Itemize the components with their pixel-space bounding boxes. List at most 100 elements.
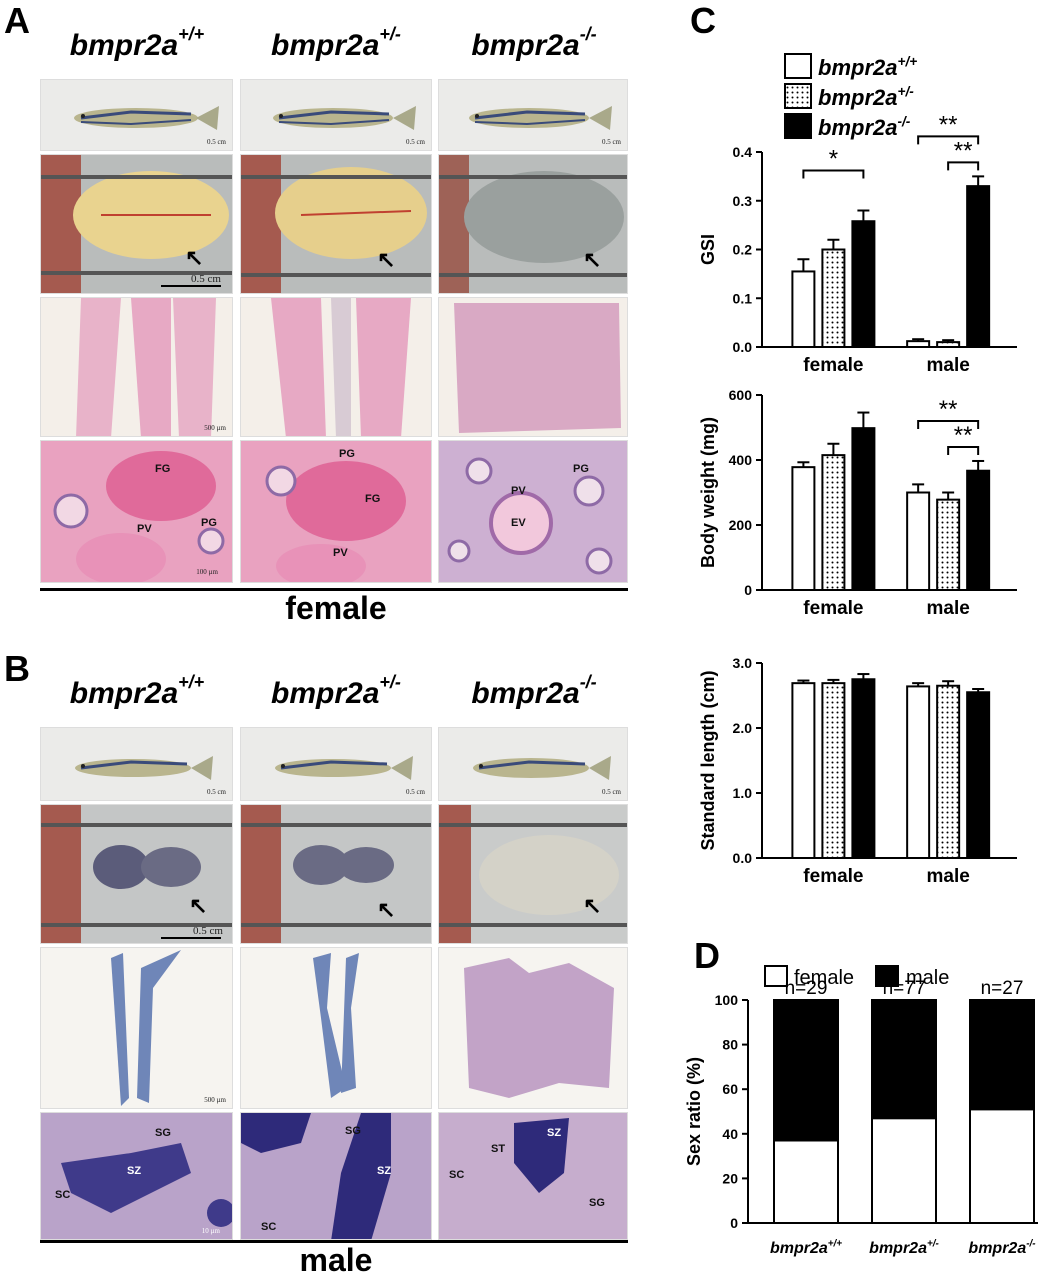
y-axis-label: Sex ratio (%) <box>684 1057 704 1166</box>
significance-bracket <box>947 445 980 455</box>
panel-letter-b: B <box>4 648 30 689</box>
scale-bar <box>161 937 221 939</box>
body-weight-chart: 0 200 400 600 Body weight (mg) female male **** <box>698 387 1017 619</box>
bar <box>966 185 991 348</box>
bar <box>966 691 991 859</box>
x-category-label: female <box>803 355 863 376</box>
arrow-icon: ↖ <box>377 897 396 922</box>
section-female-het <box>240 297 432 437</box>
y-axis-label: GSI <box>698 234 718 265</box>
histology-male-wt: SG SZ SC 10 µm <box>40 1112 233 1240</box>
fish-photo-male-ko: 0.5 cm <box>438 727 628 801</box>
cell-label: PV <box>137 523 152 535</box>
arrow-icon: ↖ <box>583 893 602 918</box>
bar <box>791 682 816 860</box>
histology-female-wt: FG PV PG 100 µm <box>40 440 233 583</box>
significance-label: ** <box>939 111 958 138</box>
cell-label: PG <box>573 463 589 475</box>
fish-photo-female-het: 0.5 cm <box>240 79 432 151</box>
histology-male-ko: SZ ST SC SG <box>438 1112 628 1240</box>
bar <box>851 427 876 591</box>
cell-label: SZ <box>547 1127 562 1139</box>
bar-female <box>773 1139 839 1225</box>
group-rule <box>40 1240 628 1243</box>
x-category-label: female <box>803 598 863 619</box>
bar-male <box>969 999 1035 1111</box>
scale-text: 0.5 cm <box>191 273 221 285</box>
y-tick-label: 100 <box>715 992 739 1008</box>
chart-panel-d: female male 0 20 40 60 80 100 Sex ratio (%) n=29 b… <box>684 965 1038 1257</box>
genotype-label-b-ko: bmpr2a-/- <box>471 672 597 710</box>
legend-label: bmpr2a-/- <box>818 114 911 140</box>
x-category-label: female <box>803 866 863 887</box>
significance-label: ** <box>954 422 973 449</box>
bar <box>821 454 846 591</box>
x-category-label: bmpr2a+/+ <box>770 1239 842 1257</box>
significance-bracket <box>917 419 980 429</box>
scale-text: 0.5 cm <box>193 925 223 937</box>
cell-label: SG <box>155 1127 171 1139</box>
bar <box>936 498 961 591</box>
arrow-icon: ↖ <box>189 893 208 918</box>
significance-bracket <box>802 169 865 179</box>
group-rule <box>40 588 628 591</box>
legend-swatch <box>784 83 812 109</box>
y-tick-label: 0 <box>730 1215 738 1231</box>
bar-male <box>773 999 839 1142</box>
sex-label-male: male <box>299 1242 373 1278</box>
dissection-photo-male-ko: ↖ <box>438 804 628 944</box>
scale-text: 0.5 cm <box>405 788 425 796</box>
fish-photo-male-het: 0.5 cm <box>240 727 432 801</box>
n-label: n=27 <box>981 978 1024 999</box>
bar <box>851 220 876 349</box>
bar <box>851 678 876 859</box>
significance-bracket <box>947 161 980 171</box>
fish-icon <box>275 756 413 780</box>
y-tick-label: 0.3 <box>733 193 753 209</box>
cell-label: SG <box>589 1197 605 1209</box>
y-tick-label: 60 <box>722 1081 738 1097</box>
genotype-label-b-het: bmpr2a+/- <box>271 672 401 710</box>
bar <box>936 341 961 348</box>
y-tick-label: 0.0 <box>733 850 753 866</box>
y-tick-label: 1.0 <box>733 785 753 801</box>
arrow-icon: ↖ <box>377 247 396 272</box>
bar <box>906 340 931 348</box>
panel-letter-a: A <box>4 0 30 41</box>
legend-swatch <box>784 113 812 139</box>
y-axis-label: Body weight (mg) <box>698 417 718 568</box>
scale-text: 10 µm <box>201 1227 220 1235</box>
x-category-label: male <box>926 355 969 376</box>
bar <box>906 685 931 860</box>
scale-text: 0.5 cm <box>206 788 226 796</box>
fish-icon <box>473 756 611 780</box>
genotype-label-a-het: bmpr2a+/- <box>271 24 401 62</box>
arrow-icon: ↖ <box>185 245 204 270</box>
cell-label: PG <box>201 517 217 529</box>
section-male-wt: 500 µm <box>40 947 233 1109</box>
legend-label: female <box>794 967 854 989</box>
cell-label: PG <box>339 448 355 460</box>
histology-female-ko: PG PV EV <box>438 440 628 583</box>
cell-label: ST <box>491 1143 506 1155</box>
significance-label: ** <box>954 137 973 164</box>
bar <box>906 491 931 591</box>
scale-text: 0.5 cm <box>601 138 621 146</box>
legend-swatch <box>784 53 812 79</box>
x-category-label: male <box>926 866 969 887</box>
dissection-photo-female-ko: ↖ <box>438 154 628 294</box>
y-tick-label: 0.1 <box>733 290 753 306</box>
cell-label: SZ <box>127 1165 142 1177</box>
standard-length-chart: 0.0 1.0 2.0 3.0 Standard length (cm) female ma… <box>698 655 1017 887</box>
y-tick-label: 2.0 <box>733 720 753 736</box>
y-tick-label: 600 <box>729 387 753 403</box>
dissection-photo-female-het: ↖ <box>240 154 432 294</box>
bar-female <box>871 1117 937 1224</box>
y-tick-label: 0 <box>744 582 752 598</box>
scale-bar <box>161 285 221 287</box>
cell-label: FG <box>155 463 171 475</box>
legend-label: bmpr2a+/+ <box>818 54 917 80</box>
scale-text: 500 µm <box>204 1096 226 1104</box>
scale-text: 100 µm <box>196 568 218 576</box>
